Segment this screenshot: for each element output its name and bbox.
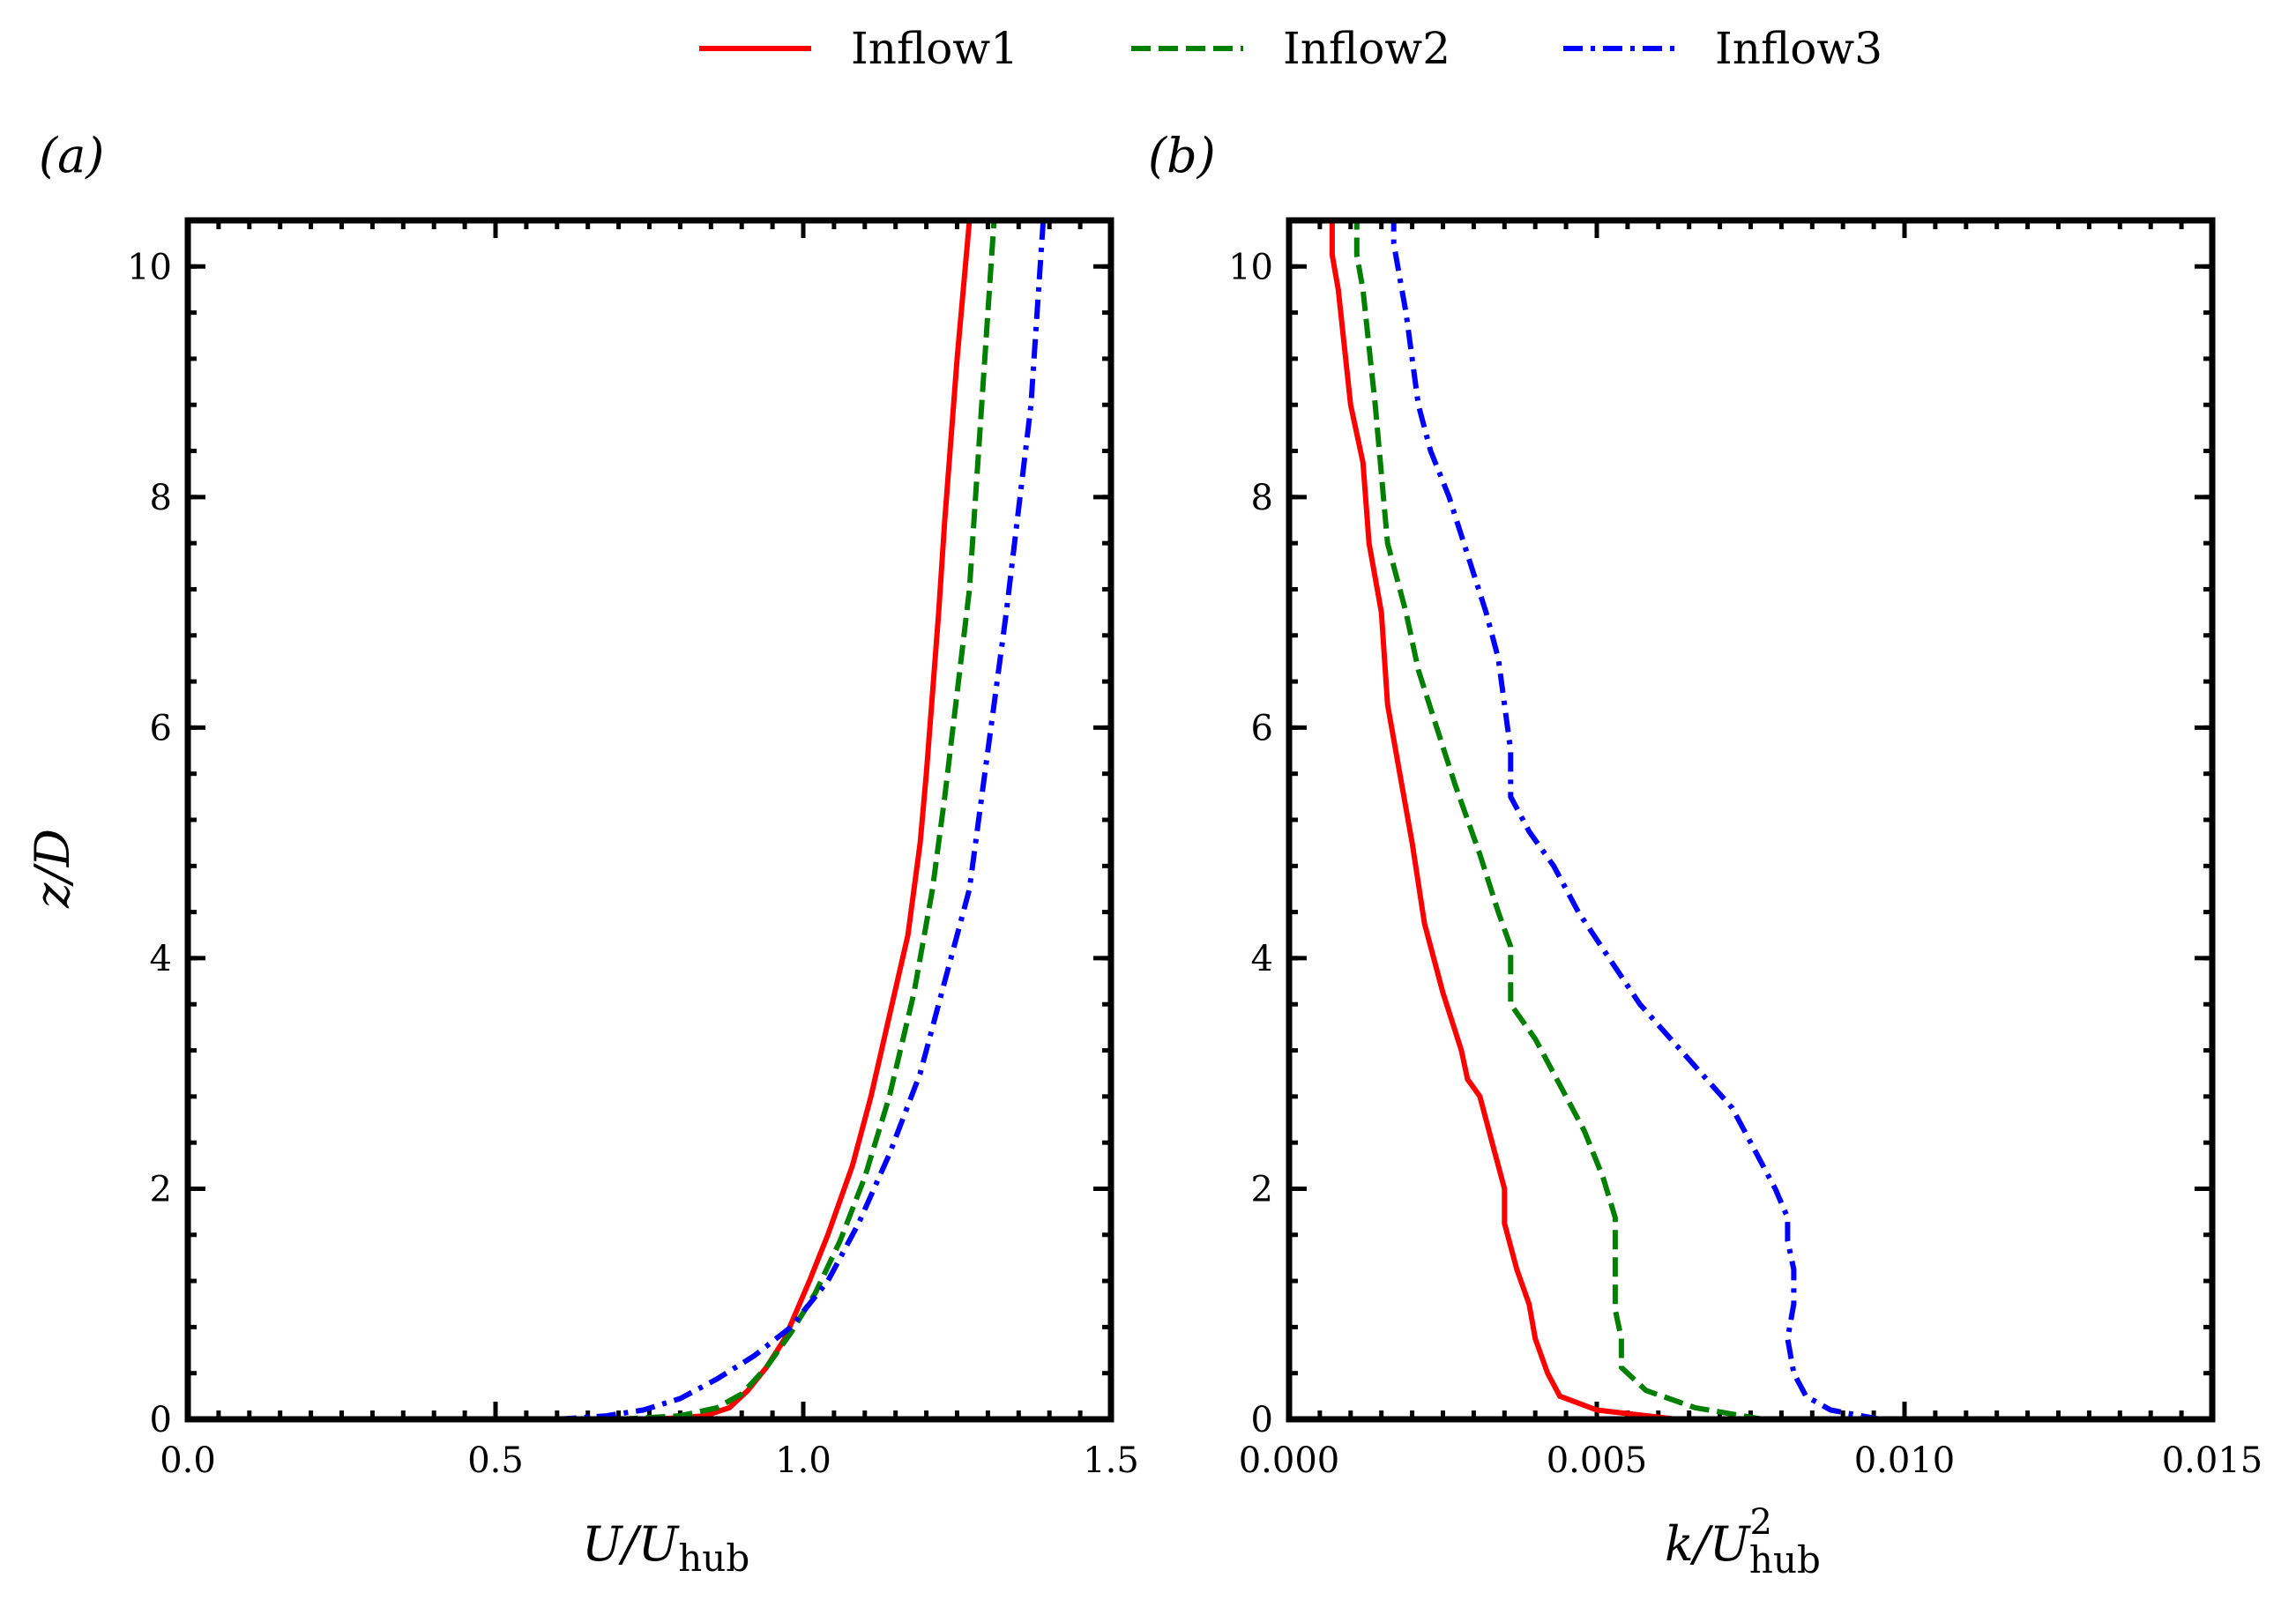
panel-b-xlabel: k/U2 hub (1665, 1502, 1821, 1581)
panel-a-ylabel: z/D (25, 829, 80, 909)
panel-a-xlabel-sub: hub (678, 1537, 749, 1580)
panel-a-ytick-label: 0 (150, 1400, 172, 1440)
panel-b-ytick-label: 0 (1251, 1400, 1273, 1440)
panel-a-series-inflow3 (556, 220, 1047, 1422)
panel-a-xlabel-main: U/U (582, 1516, 680, 1572)
panel-b-ytick-label: 8 (1251, 478, 1273, 518)
panel-a-xlabel: U/Uhub (582, 1516, 749, 1580)
panel-b-plot-area: 0.000 0.005 0.010 0.015 0 2 4 6 8 10 (1228, 218, 2263, 1481)
panel-a-frame (184, 217, 1114, 1423)
panel-label-a: (a) (39, 128, 104, 183)
panel-a-ytick-label: 10 (127, 247, 172, 287)
panel-b-xlabel-sup: 2 (1749, 1502, 1771, 1543)
panel-b-frame (1286, 217, 2216, 1423)
panel-a-xtick-label: 1.0 (775, 1440, 831, 1481)
panel-a: (a) 0.0 0.5 1.0 1.5 0 2 4 6 8 10 z/D U/Uhub (25, 128, 1139, 1580)
panel-a-plot-area: 0.0 0.5 1.0 1.5 0 2 4 6 8 10 (127, 218, 1139, 1481)
panel-a-xtick-label: 1.5 (1083, 1440, 1139, 1481)
panel-b-ytick-label: 2 (1251, 1169, 1273, 1209)
panel-a-series-inflow2 (618, 220, 997, 1422)
panel-b-ytick-label: 10 (1228, 247, 1273, 287)
panel-a-ytick-label: 2 (150, 1169, 172, 1209)
legend-label-inflow2: Inflow2 (1283, 23, 1450, 74)
panel-b-series-inflow1 (1329, 220, 1678, 1422)
panel-a-xtick-label: 0.0 (160, 1440, 216, 1481)
legend-label-inflow3: Inflow3 (1715, 23, 1882, 74)
panel-b-ytick-label: 4 (1251, 939, 1273, 979)
panel-a-ytick-label: 8 (150, 478, 172, 518)
panel-b-xtick-label: 0.015 (2162, 1440, 2263, 1481)
panel-b-series-inflow2 (1353, 220, 1764, 1422)
panel-b-ytick-label: 6 (1251, 708, 1273, 748)
panel-a-xtick-label: 0.5 (467, 1440, 524, 1481)
panel-b-xtick-label: 0.010 (1854, 1440, 1956, 1481)
panel-b-xtick-label: 0.005 (1547, 1440, 1648, 1481)
legend-label-inflow1: Inflow1 (851, 23, 1018, 74)
panel-b-series-inflow3 (1390, 220, 1881, 1422)
panel-a-ytick-label: 4 (150, 939, 172, 979)
panel-b-xlabel-sub: hub (1749, 1538, 1821, 1581)
legend: Inflow1 Inflow2 Inflow3 (699, 23, 1882, 74)
panel-b-xlabel-main: k/U (1665, 1516, 1751, 1572)
panel-a-ytick-label: 6 (150, 708, 172, 748)
panel-a-series-inflow1 (655, 220, 973, 1422)
panel-b-xtick-label: 0.000 (1239, 1440, 1340, 1481)
panel-label-b: (b) (1148, 128, 1216, 183)
